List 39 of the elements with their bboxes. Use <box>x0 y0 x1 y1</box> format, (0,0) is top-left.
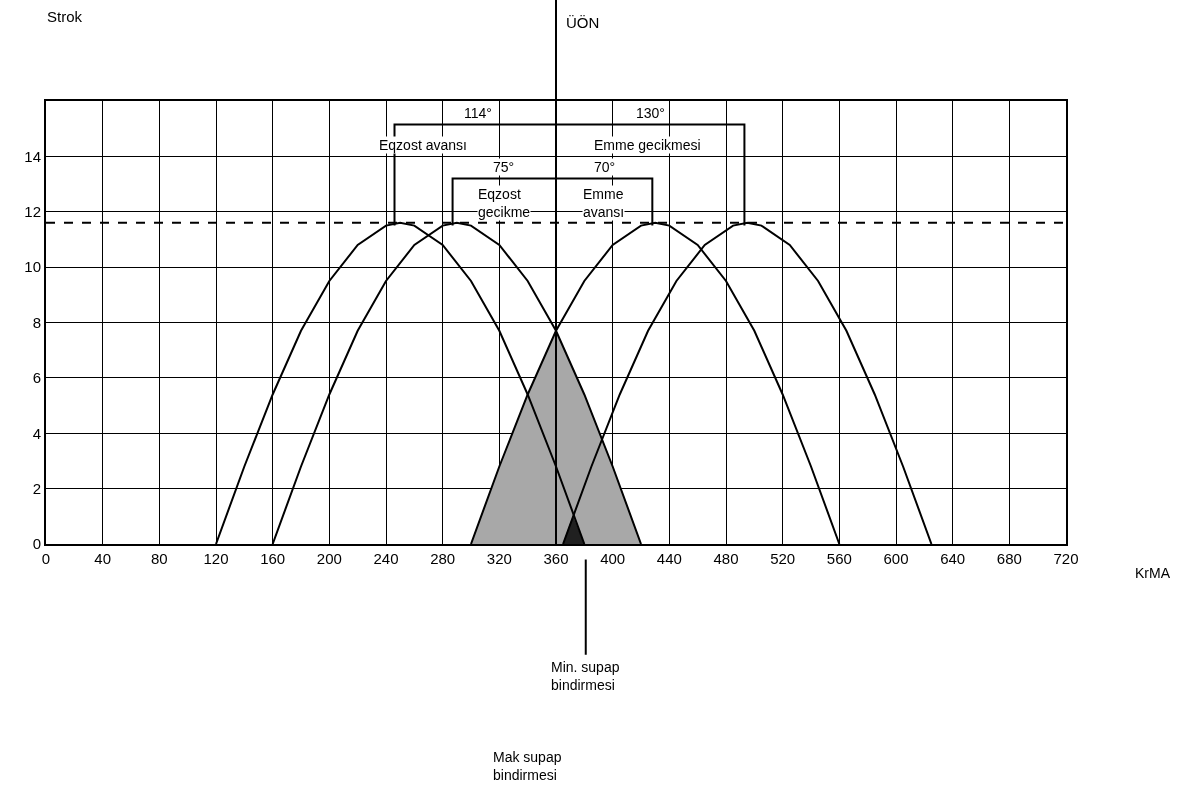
x-tick-label: 360 <box>543 550 569 567</box>
x-tick-label: 120 <box>203 550 229 567</box>
x-tick-label: 520 <box>770 550 796 567</box>
annotation: 75° <box>493 159 515 175</box>
y-tick-label: 4 <box>32 424 41 442</box>
annotation: Emme gecikmesi <box>594 137 701 153</box>
annotation: 70° <box>594 159 616 175</box>
x-tick-label: 40 <box>94 550 112 567</box>
y-tick-label: 6 <box>32 369 41 387</box>
x-tick-label: 80 <box>150 550 168 567</box>
x-tick-label: 200 <box>316 550 342 567</box>
x-tick-label: 720 <box>1053 550 1079 567</box>
x-axis-title: KrMA <box>1135 565 1171 581</box>
x-tick-label: 440 <box>656 550 682 567</box>
y-tick-label: 12 <box>24 203 41 220</box>
y-tick-label: 2 <box>32 479 41 497</box>
text: Mak supap bindirmesi <box>493 749 562 784</box>
x-tick-label: 640 <box>940 550 966 567</box>
annotation: Eqzost gecikme <box>478 186 531 221</box>
y-tick-label: 14 <box>24 147 41 165</box>
annotation: Emme avansı <box>583 186 625 221</box>
x-tick-label: 400 <box>600 550 626 567</box>
annotation: 130° <box>636 105 665 121</box>
y-tick-label: 10 <box>24 258 41 276</box>
annotation: Eqzost avansı <box>379 137 467 153</box>
x-tick-label: 320 <box>486 550 512 567</box>
x-tick-label: 480 <box>713 550 739 567</box>
x-tick-label: 560 <box>826 550 852 567</box>
ref-line-label: ÜÖN <box>566 14 600 31</box>
x-tick-label: 240 <box>373 550 399 567</box>
annotation: 114° <box>464 105 492 121</box>
text: Strok <box>47 8 83 25</box>
y-tick-label: 8 <box>32 313 41 331</box>
y-tick-label: 0 <box>32 535 41 553</box>
x-tick-label: 160 <box>260 550 286 567</box>
annotation: Min. supap bindirmesi <box>551 659 620 694</box>
x-tick-label: 280 <box>430 550 456 567</box>
x-tick-label: 680 <box>996 550 1022 567</box>
x-tick-label: 600 <box>883 550 909 567</box>
